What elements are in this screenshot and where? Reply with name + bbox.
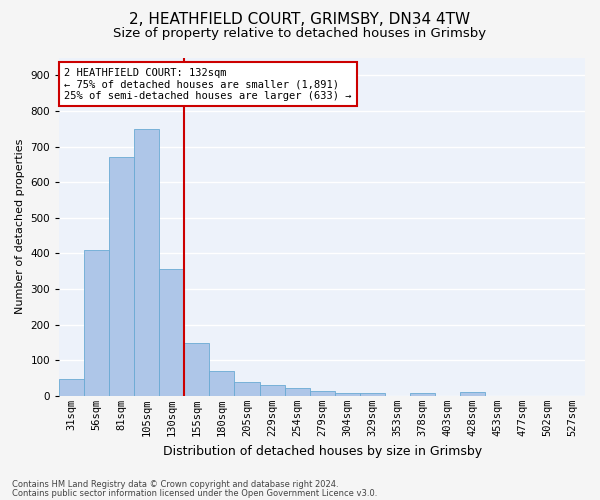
Text: Contains HM Land Registry data © Crown copyright and database right 2024.: Contains HM Land Registry data © Crown c… [12,480,338,489]
Bar [260,385,284,396]
Bar [310,391,335,396]
Text: Size of property relative to detached houses in Grimsby: Size of property relative to detached ho… [113,28,487,40]
Bar [460,392,485,396]
Text: Contains public sector information licensed under the Open Government Licence v3: Contains public sector information licen… [12,488,377,498]
Bar [235,382,260,396]
Bar [359,394,385,396]
Text: 2 HEATHFIELD COURT: 132sqm
← 75% of detached houses are smaller (1,891)
25% of s: 2 HEATHFIELD COURT: 132sqm ← 75% of deta… [64,68,352,101]
Bar [84,250,109,396]
Bar [284,388,310,396]
Bar [335,392,359,396]
Text: 2, HEATHFIELD COURT, GRIMSBY, DN34 4TW: 2, HEATHFIELD COURT, GRIMSBY, DN34 4TW [130,12,470,28]
Bar [134,128,160,396]
X-axis label: Distribution of detached houses by size in Grimsby: Distribution of detached houses by size … [163,444,482,458]
Bar [160,270,184,396]
Bar [59,379,84,396]
Bar [109,157,134,396]
Bar [410,393,435,396]
Bar [209,371,235,396]
Bar [184,343,209,396]
Y-axis label: Number of detached properties: Number of detached properties [15,139,25,314]
